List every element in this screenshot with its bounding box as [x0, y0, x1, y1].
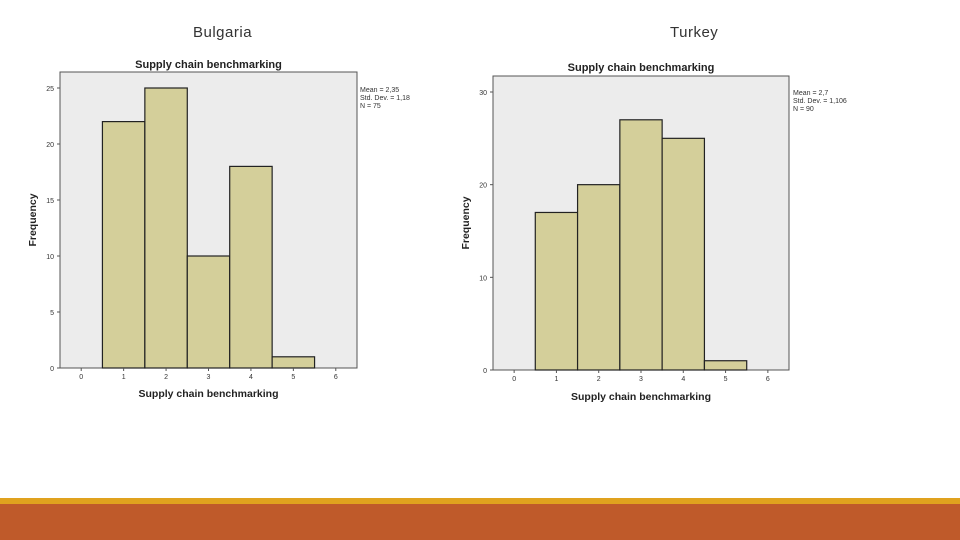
footer-bar — [0, 504, 960, 540]
y-tick-label-turkey-30: 30 — [479, 90, 487, 97]
y-axis-label-bulgaria: Frequency — [27, 193, 39, 246]
bar-turkey-1 — [534, 211, 579, 371]
bar-bulgaria-3 — [186, 255, 231, 369]
y-tick-label-bulgaria-25: 25 — [46, 86, 54, 93]
stats-line-turkey-2: N = 90 — [793, 106, 814, 113]
y-tick-label-turkey-20: 20 — [479, 183, 487, 190]
chart-title-turkey: Supply chain benchmarking — [568, 62, 715, 74]
x-tick-label-bulgaria-6: 6 — [334, 374, 338, 381]
stats-line-turkey-0: Mean = 2,7 — [793, 90, 828, 97]
x-tick-label-bulgaria-3: 3 — [207, 374, 211, 381]
y-tick-label-turkey-10: 10 — [479, 275, 487, 282]
chart-title-bulgaria: Supply chain benchmarking — [135, 59, 282, 71]
stats-line-bulgaria-0: Mean = 2,35 — [360, 87, 399, 94]
x-tick-label-turkey-5: 5 — [724, 376, 728, 383]
x-tick-label-bulgaria-0: 0 — [79, 374, 83, 381]
y-axis-label-turkey: Frequency — [460, 196, 472, 249]
x-axis-label-bulgaria: Supply chain benchmarking — [138, 388, 278, 400]
bar-bulgaria-4 — [229, 165, 273, 369]
y-tick-label-bulgaria-15: 15 — [46, 198, 54, 205]
bar-bulgaria-1 — [101, 120, 146, 369]
stats-line-turkey-1: Std. Dev. = 1,106 — [793, 98, 847, 105]
y-tick-label-bulgaria-10: 10 — [46, 254, 54, 261]
x-tick-label-turkey-0: 0 — [512, 376, 516, 383]
x-tick-label-bulgaria-5: 5 — [291, 374, 295, 381]
bar-turkey-5 — [703, 360, 748, 371]
y-tick-label-turkey-0: 0 — [483, 368, 487, 375]
x-tick-label-bulgaria-4: 4 — [249, 374, 253, 381]
x-tick-label-turkey-2: 2 — [597, 376, 601, 383]
bar-bulgaria-5 — [271, 356, 316, 369]
y-tick-label-bulgaria-20: 20 — [46, 142, 54, 149]
y-tick-label-bulgaria-5: 5 — [50, 310, 54, 317]
x-tick-label-bulgaria-2: 2 — [164, 374, 168, 381]
chart-country-title-turkey: Turkey — [670, 24, 719, 41]
bar-bulgaria-2 — [144, 87, 188, 369]
bar-turkey-4 — [661, 137, 706, 371]
stats-line-bulgaria-2: N = 75 — [360, 103, 381, 110]
x-tick-label-turkey-4: 4 — [681, 376, 685, 383]
x-tick-label-turkey-6: 6 — [766, 376, 770, 383]
bar-turkey-2 — [576, 184, 621, 371]
y-tick-label-bulgaria-0: 0 — [50, 366, 54, 373]
x-tick-label-bulgaria-1: 1 — [122, 374, 126, 381]
chart-country-title-bulgaria: Bulgaria — [193, 24, 253, 41]
footer-accent-bar — [0, 498, 960, 504]
x-tick-label-turkey-3: 3 — [639, 376, 643, 383]
x-tick-label-turkey-1: 1 — [554, 376, 558, 383]
stats-line-bulgaria-1: Std. Dev. = 1,18 — [360, 95, 410, 102]
x-axis-label-turkey: Supply chain benchmarking — [571, 391, 711, 403]
bar-turkey-3 — [619, 119, 663, 371]
